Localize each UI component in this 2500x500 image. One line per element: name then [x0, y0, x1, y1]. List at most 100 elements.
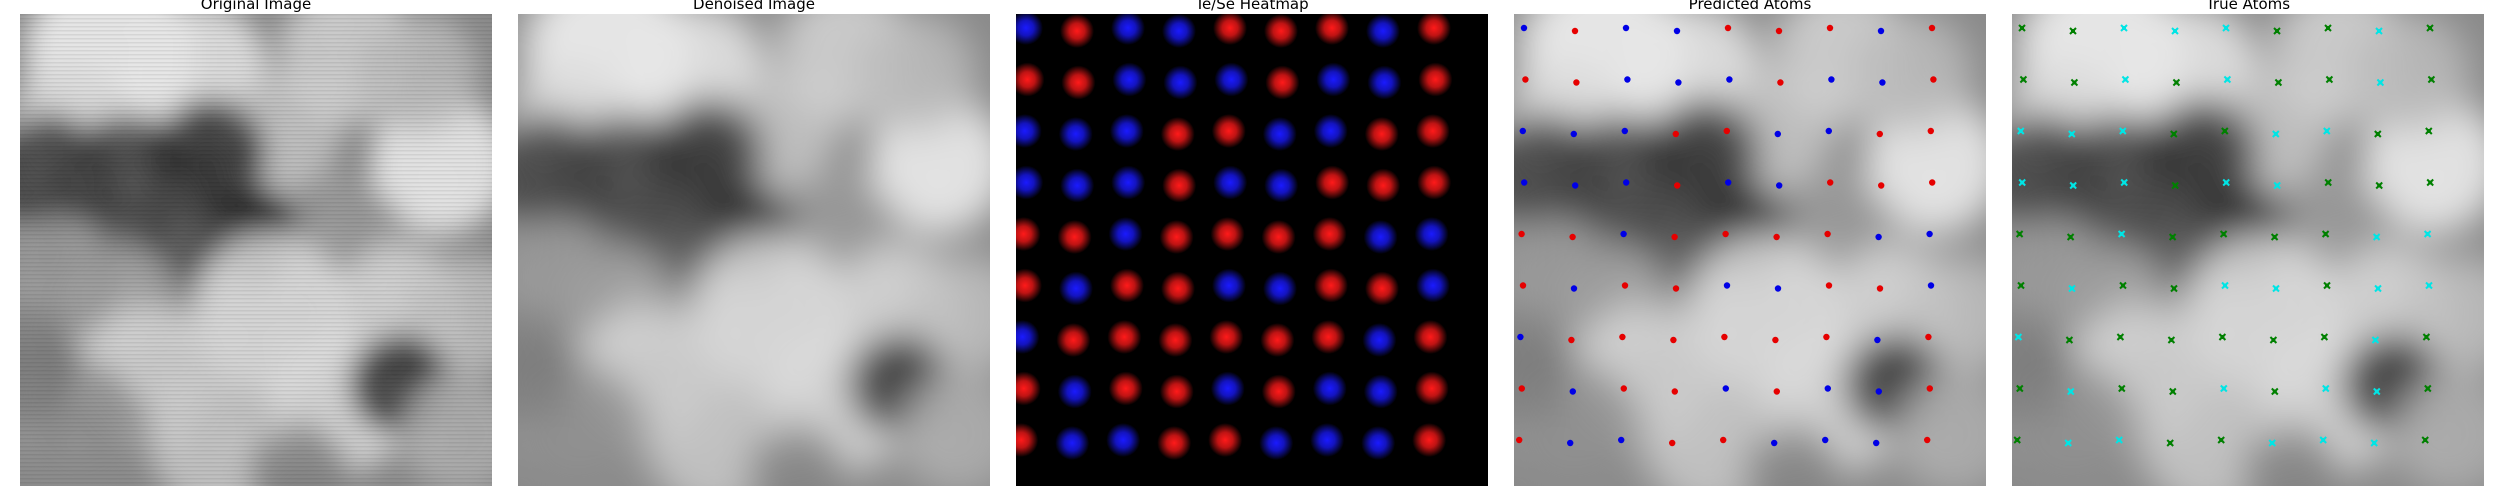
true-green-atom-marker: [2427, 75, 2436, 84]
predicted-te-atom: [1926, 385, 1933, 392]
heatmap-te-blob: [1366, 168, 1401, 203]
true-cyan-atom-marker: [2425, 281, 2433, 290]
heatmap-se-blob: [1212, 268, 1246, 303]
heatmap-se-blob: [1111, 14, 1145, 45]
predicted-atoms-title: Predicted Atoms: [1688, 0, 1812, 13]
heatmap-te-blob: [1265, 65, 1300, 100]
true-green-atom-marker: [2172, 78, 2181, 87]
heatmap-te-blob: [1364, 117, 1399, 151]
heatmap-te-blob: [1311, 320, 1346, 354]
true-cyan-atom-marker: [2272, 130, 2280, 138]
heatmap-te-blob: [1417, 165, 1452, 200]
true-green-atom-marker: [2375, 181, 2383, 190]
true-atoms-title: True Atoms: [2205, 0, 2291, 13]
heatmap-te-blob: [1158, 323, 1193, 357]
predicted-te-atom: [1620, 385, 1627, 392]
heatmap-se-blob: [1416, 268, 1450, 303]
predicted-te-atom: [1671, 233, 1678, 241]
true-green-atom-marker: [2270, 233, 2279, 241]
predicted-se-atom: [1726, 76, 1733, 83]
predicted-se-atom: [1824, 385, 1831, 392]
heatmap-te-blob: [1016, 423, 1039, 457]
true-green-atom-marker: [2422, 333, 2431, 341]
true-green-atom-marker: [2015, 230, 2024, 238]
predicted-te-atom: [1925, 333, 1932, 341]
heatmap-te-blob: [1412, 423, 1447, 457]
predicted-te-atom: [1722, 230, 1729, 238]
true-atoms-panel: True Atoms: [2012, 0, 2484, 486]
predicted-se-atom: [1879, 79, 1886, 86]
te-se-heatmap: [1016, 14, 1488, 486]
denoised-image-panel: Denoised Image: [518, 0, 990, 486]
heatmap-te-blob: [1110, 268, 1144, 303]
heatmap-se-blob: [1259, 426, 1294, 460]
predicted-se-atom: [1822, 436, 1829, 444]
true-cyan-atom-marker: [2117, 230, 2126, 238]
true-green-atom-marker: [2374, 130, 2382, 138]
heatmap-te-blob: [1365, 271, 1399, 306]
original-image-title: Original Image: [200, 0, 312, 13]
true-cyan-atom-marker: [2067, 387, 2075, 396]
predicted-te-atom: [1827, 179, 1834, 186]
heatmap-te-blob: [1016, 62, 1045, 97]
true-green-atom-marker: [2426, 178, 2434, 187]
heatmap-se-blob: [1058, 117, 1093, 151]
heatmap-se-blob: [1264, 168, 1299, 203]
predicted-se-atom: [1771, 439, 1778, 447]
predicted-te-atom: [1723, 127, 1730, 135]
predicted-se-atom: [1618, 436, 1625, 444]
true-green-atom-marker: [2320, 333, 2329, 341]
predicted-te-atom: [1825, 282, 1833, 289]
heatmap-te-blob: [1210, 217, 1245, 251]
predicted-te-atom: [1672, 130, 1679, 138]
true-atoms-image: [2012, 14, 2484, 486]
predicted-te-atom: [1621, 282, 1629, 289]
heatmap-te-blob: [1417, 14, 1451, 45]
true-cyan-atom-marker: [2069, 181, 2077, 190]
true-cyan-atom-marker: [2374, 284, 2382, 293]
true-green-atom-marker: [2019, 75, 2028, 84]
heatmap-te-blob: [1208, 423, 1243, 457]
true-cyan-atom-marker: [2371, 336, 2380, 344]
heatmap-se-blob: [1213, 165, 1248, 200]
predicted-se-atom: [1620, 230, 1627, 238]
heatmap-se-blob: [1162, 14, 1196, 48]
true-green-atom-marker: [2324, 178, 2332, 187]
predicted-se-atom: [1521, 179, 1528, 186]
predicted-te-atom: [1518, 385, 1525, 392]
heatmap-te-blob: [1056, 323, 1091, 357]
true-green-atom-marker: [2166, 439, 2174, 447]
predicted-se-atom: [1926, 230, 1933, 238]
heatmap-se-blob: [1363, 220, 1398, 254]
heatmap-te-blob: [1312, 217, 1347, 251]
predicted-se-atom: [1927, 282, 1935, 289]
true-cyan-atom-marker: [2115, 436, 2123, 444]
predicted-te-atom: [1670, 336, 1677, 344]
true-cyan-atom-marker: [2018, 178, 2026, 187]
heatmap-te-blob: [1061, 65, 1096, 100]
true-green-atom-marker: [2221, 127, 2229, 135]
predicted-te-atom: [1927, 127, 1934, 135]
predicted-se-atom: [1875, 388, 1882, 395]
predicted-te-atom: [1569, 233, 1576, 241]
heatmap-se-blob: [1059, 271, 1093, 306]
heatmap-se-blob: [1316, 62, 1351, 97]
denoised-image-title: Denoised Image: [693, 0, 815, 13]
heatmap-te-blob: [1211, 114, 1246, 148]
predicted-te-atom: [1669, 439, 1676, 447]
predicted-se-atom: [1572, 182, 1579, 189]
heatmap-title: Te/Se Heatmap: [1195, 0, 1309, 13]
predicted-atoms-image: [1514, 14, 1986, 486]
denoised-image: [518, 14, 990, 486]
true-green-atom-marker: [2324, 24, 2332, 32]
predicted-te-atom: [1773, 388, 1780, 395]
predicted-te-atom: [1777, 79, 1784, 86]
true-green-atom-marker: [2274, 78, 2283, 87]
true-cyan-atom-marker: [2171, 27, 2179, 35]
true-green-atom-marker: [2167, 336, 2176, 344]
heatmap-te-blob: [1159, 220, 1194, 254]
predicted-se-atom: [1774, 285, 1782, 292]
predicted-se-atom: [1570, 130, 1577, 138]
predicted-te-atom: [1518, 230, 1525, 238]
heatmap-te-blob: [1264, 14, 1298, 48]
